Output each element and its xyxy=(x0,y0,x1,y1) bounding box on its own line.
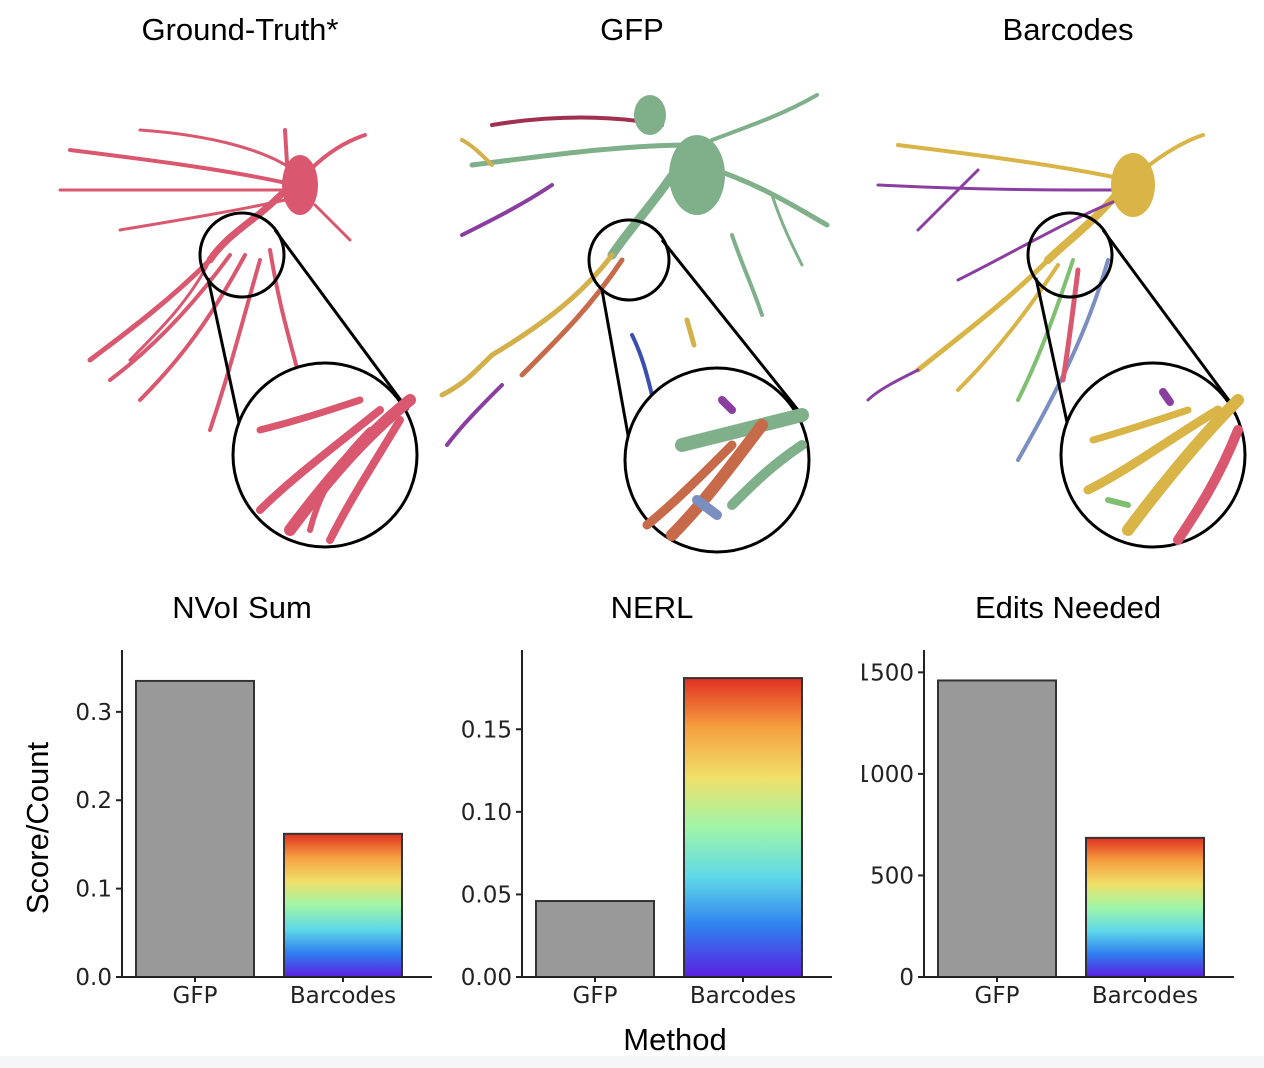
x-tick-label-gfp: GFP xyxy=(173,983,218,1009)
barcodes-neuron-render xyxy=(866,133,1247,549)
y-tick-label: 0.15 xyxy=(461,717,512,743)
x-tick-label-barcodes: Barcodes xyxy=(290,983,396,1009)
ground-truth-neuron-render xyxy=(58,128,419,549)
y-tick-label: 0 xyxy=(899,965,914,991)
bar-gfp xyxy=(937,679,1057,978)
x-tick-label-barcodes: Barcodes xyxy=(1092,983,1198,1009)
chart-title-edits-needed: Edits Needed xyxy=(974,590,1162,625)
y-tick-label: 0.00 xyxy=(461,965,512,991)
y-tick-label: 1000 xyxy=(862,762,914,788)
y-tick-label: 0.10 xyxy=(461,800,512,826)
y-tick-label: 500 xyxy=(870,863,914,889)
bar-gfp xyxy=(535,900,655,978)
footer-band xyxy=(0,1056,1264,1068)
y-tick-label: 0.3 xyxy=(75,700,112,726)
y-axis-label: Score/Count xyxy=(20,741,55,915)
nvoi-sum-chart: GFP Barcodes 0.0 0.1 0.2 0.3 xyxy=(75,650,432,1009)
bar-gfp xyxy=(135,679,255,978)
y-tick-label: 1500 xyxy=(862,660,914,686)
gfp-neuron-render xyxy=(439,93,830,554)
x-axis-label: Method xyxy=(623,1022,727,1057)
y-tick-label: 0.0 xyxy=(75,965,112,991)
y-tick-label: 0.2 xyxy=(75,788,112,814)
bar-barcodes xyxy=(283,832,403,978)
x-tick-label-gfp: GFP xyxy=(573,983,618,1009)
chart-title-nvoi-sum: NVoI Sum xyxy=(172,590,312,625)
edits-needed-chart: GFP Barcodes 0 500 1000 1500 xyxy=(862,650,1234,1009)
bar-barcodes xyxy=(1085,836,1205,978)
bar-barcodes xyxy=(683,677,803,979)
nerl-chart: GFP Barcodes 0.00 0.05 0.10 0.15 xyxy=(461,650,832,1009)
chart-title-nerl: NERL xyxy=(610,590,694,625)
y-tick-label: 0.1 xyxy=(75,877,112,903)
y-tick-label: 0.05 xyxy=(461,882,512,908)
panel-title-barcodes: Barcodes xyxy=(1002,12,1134,47)
panel-title-ground-truth: Ground-Truth* xyxy=(141,12,339,47)
x-tick-label-barcodes: Barcodes xyxy=(690,983,796,1009)
x-tick-label-gfp: GFP xyxy=(975,983,1020,1009)
panel-title-gfp: GFP xyxy=(600,12,664,47)
